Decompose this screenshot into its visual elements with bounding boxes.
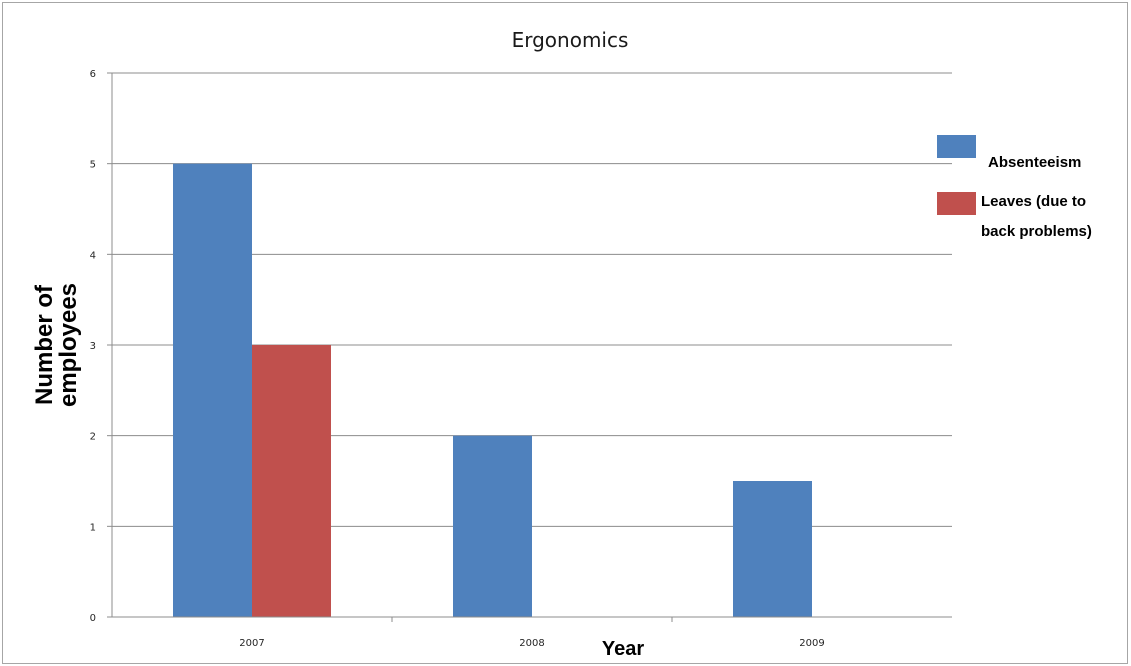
y-axis-label-line-1: Number of: [31, 284, 58, 405]
legend: Absenteeism Leaves (due to back problems…: [937, 135, 1092, 240]
y-tick-label-0: 0: [90, 613, 96, 624]
y-tick-label-1: 1: [90, 522, 96, 533]
legend-item-leaves: Leaves (due to back problems): [937, 192, 1092, 240]
y-tick-label-4: 4: [90, 250, 96, 261]
legend-label-leaves-line-2: back problems): [981, 223, 1092, 240]
y-axis-ticks: 0 1 2 3 4 5 6: [90, 69, 112, 624]
y-axis-label: Number of employees: [31, 283, 82, 407]
x-axis-ticks: 2007 2008 2009: [239, 617, 825, 649]
chart-title: Ergonomics: [512, 28, 629, 52]
legend-item-absenteeism: Absenteeism: [937, 135, 1081, 171]
y-tick-label-2: 2: [90, 432, 96, 443]
legend-label-leaves-line-1: Leaves (due to: [981, 193, 1086, 210]
x-tick-label-2008: 2008: [519, 638, 544, 649]
legend-swatch-absenteeism: [937, 135, 976, 158]
bar-absenteeism-2007: [173, 163, 252, 617]
y-tick-label-3: 3: [90, 341, 96, 352]
x-axis-label: Year: [602, 638, 644, 660]
x-tick-label-2009: 2009: [799, 638, 824, 649]
y-tick-label-6: 6: [90, 69, 96, 80]
bar-absenteeism-2008: [453, 435, 532, 617]
bar-leaves-2007: [252, 345, 331, 617]
legend-swatch-leaves: [937, 192, 976, 215]
x-tick-label-2007: 2007: [239, 638, 264, 649]
bars: [173, 163, 812, 617]
bar-absenteeism-2009: [733, 481, 812, 617]
y-axis-label-line-2: employees: [55, 283, 82, 407]
legend-label-absenteeism: Absenteeism: [988, 154, 1081, 171]
y-tick-label-5: 5: [90, 160, 96, 171]
